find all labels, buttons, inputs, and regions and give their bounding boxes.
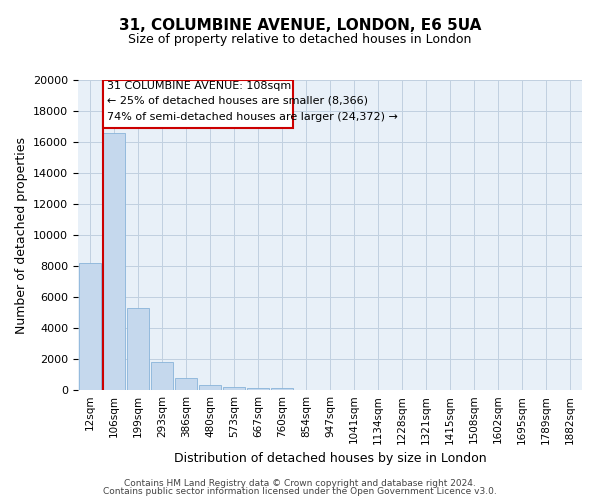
Text: 31 COLUMBINE AVENUE: 108sqm: 31 COLUMBINE AVENUE: 108sqm	[107, 81, 291, 91]
Bar	[223, 387, 245, 390]
Bar	[151, 362, 173, 390]
Bar	[271, 388, 293, 390]
Text: Size of property relative to detached houses in London: Size of property relative to detached ho…	[128, 32, 472, 46]
Bar	[79, 263, 101, 390]
Bar	[175, 378, 197, 390]
Y-axis label: Number of detached properties: Number of detached properties	[14, 136, 28, 334]
Bar	[103, 132, 125, 390]
Text: ← 25% of detached houses are smaller (8,366): ← 25% of detached houses are smaller (8,…	[107, 95, 368, 105]
Bar	[103, 80, 293, 128]
Text: Contains HM Land Registry data © Crown copyright and database right 2024.: Contains HM Land Registry data © Crown c…	[124, 478, 476, 488]
X-axis label: Distribution of detached houses by size in London: Distribution of detached houses by size …	[173, 452, 487, 465]
Text: Contains public sector information licensed under the Open Government Licence v3: Contains public sector information licen…	[103, 488, 497, 496]
Text: 31, COLUMBINE AVENUE, LONDON, E6 5UA: 31, COLUMBINE AVENUE, LONDON, E6 5UA	[119, 18, 481, 32]
Text: 74% of semi-detached houses are larger (24,372) →: 74% of semi-detached houses are larger (…	[107, 112, 397, 122]
Bar	[247, 388, 269, 390]
Bar	[199, 385, 221, 390]
Bar	[127, 308, 149, 390]
